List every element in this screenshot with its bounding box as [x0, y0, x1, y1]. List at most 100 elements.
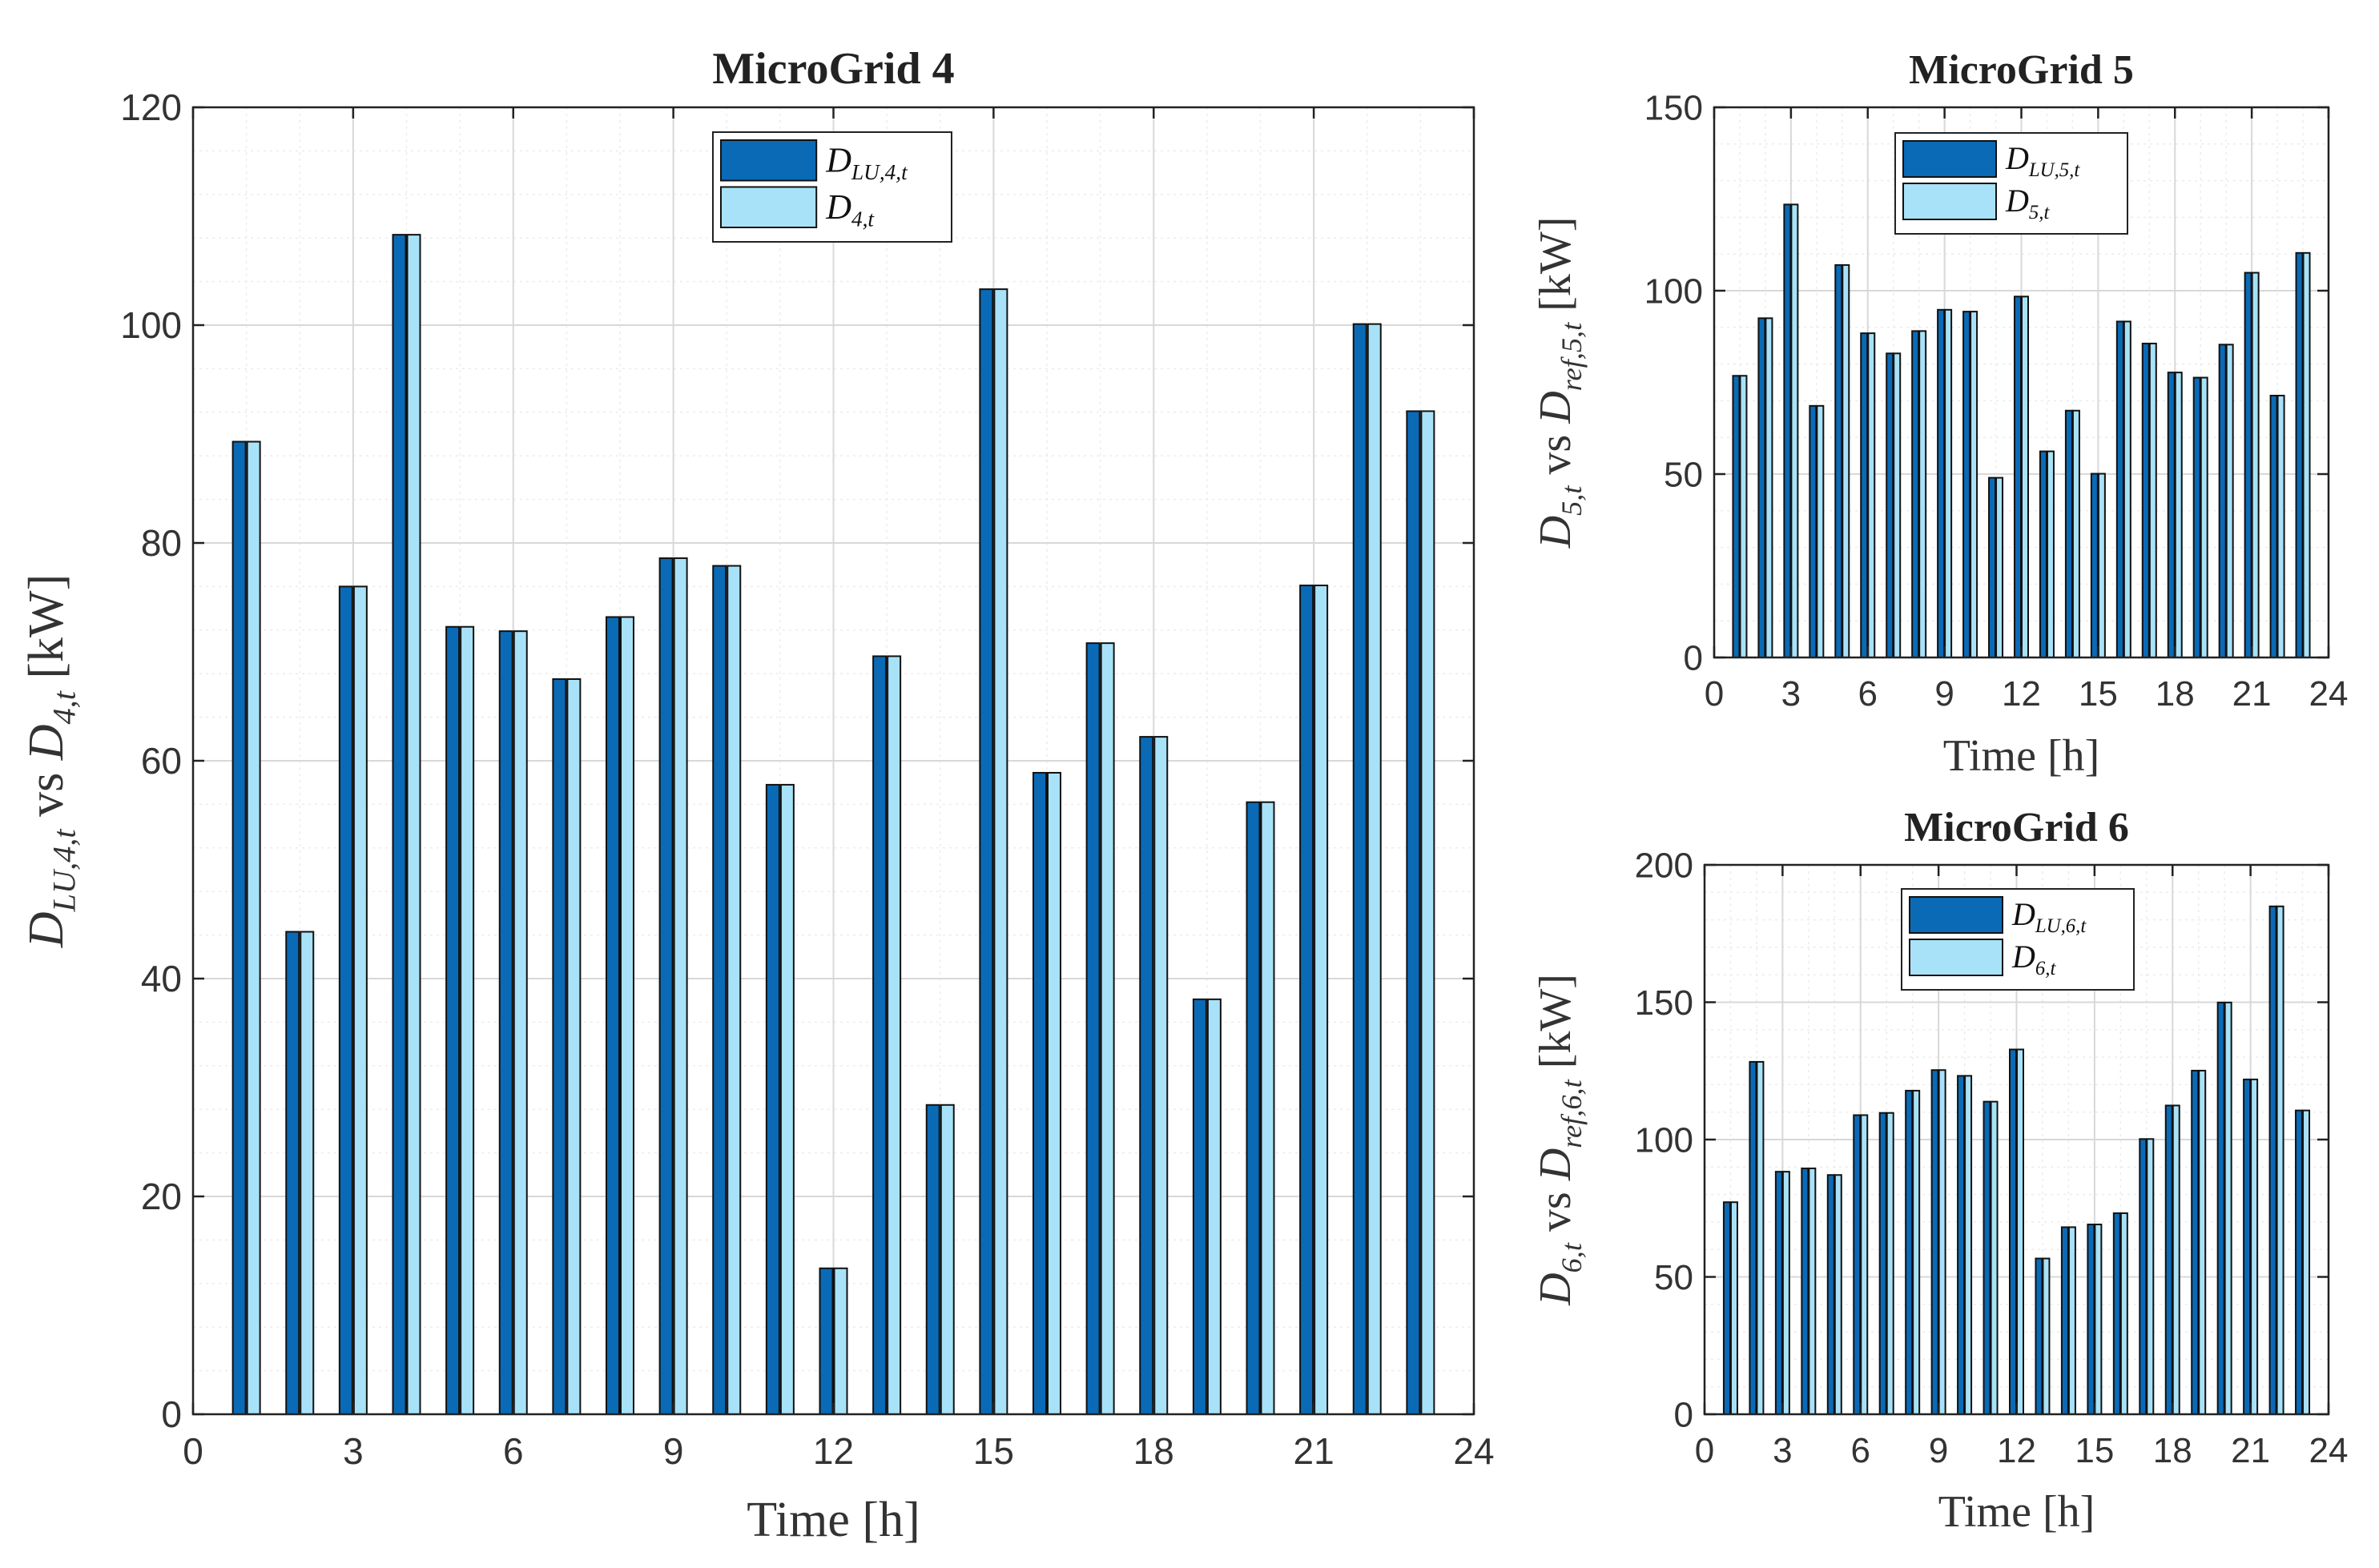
- bar-dark-h10: [712, 565, 727, 1415]
- x-tick-label: 6: [503, 1430, 524, 1472]
- bar-dark-h19: [1192, 998, 1207, 1415]
- bar-dark-h8: [1905, 1089, 1914, 1416]
- bar-light-h20: [2224, 1001, 2232, 1415]
- x-tick-label: 15: [973, 1430, 1014, 1472]
- bar-light-h4: [406, 234, 421, 1415]
- bar-light-h15: [2094, 1223, 2103, 1416]
- bar-dark-h13: [2039, 450, 2047, 658]
- bar-dark-h7: [1878, 1112, 1887, 1415]
- bar-dark-h16: [1033, 771, 1047, 1415]
- bar-light-h18: [2172, 1104, 2180, 1416]
- bar-dark-h14: [2064, 409, 2073, 658]
- bar-dark-h22: [2268, 905, 2277, 1415]
- bar-light-h13: [2046, 450, 2055, 658]
- bar-light-h8: [1912, 1089, 1921, 1416]
- bar-light-h14: [2071, 409, 2080, 658]
- x-tick-label: 3: [1773, 1431, 1792, 1470]
- x-axis-label: Time [h]: [1943, 731, 2100, 781]
- x-tick-label: 21: [2231, 1431, 2270, 1470]
- bar-dark-h13: [2035, 1257, 2043, 1416]
- bar-light-h12: [2016, 1048, 2024, 1415]
- x-tick-label: 6: [1858, 674, 1878, 714]
- bar-light-h21: [2251, 271, 2260, 658]
- bar-light-h23: [2302, 1109, 2311, 1415]
- bar-light-h20: [1260, 801, 1275, 1415]
- bar-dark-h19: [2192, 376, 2201, 658]
- chart-6: 0 3 6 9 12 15 18 21 24 0 50 100 150 200 MicroGrid 6 Tim…: [1531, 805, 2348, 1537]
- bar-dark-h22: [1352, 323, 1367, 1415]
- x-tick-label: 9: [1929, 1431, 1948, 1470]
- x-tick-label: 3: [1781, 674, 1801, 714]
- bar-dark-h23: [2295, 251, 2304, 658]
- bar-light-h9: [1944, 308, 1953, 658]
- x-tick-label: 0: [1705, 674, 1724, 714]
- bar-dark-h12: [2009, 1048, 2017, 1415]
- bar-light-h21: [1314, 585, 1329, 1415]
- bar-dark-h20: [1246, 801, 1261, 1415]
- chart-title: MicroGrid 6: [1904, 805, 2129, 850]
- legend-label: DLU,4,t: [825, 140, 908, 184]
- bar-dark-h11: [765, 783, 780, 1415]
- bar-light-h18: [1153, 736, 1169, 1415]
- y-tick-label: 100: [1635, 1120, 1693, 1160]
- bar-dark-h8: [606, 616, 620, 1415]
- bar-light-h5: [1842, 263, 1850, 658]
- x-tick-label: 15: [2079, 674, 2118, 714]
- bar-light-h2: [300, 931, 315, 1415]
- legend-label: D4,t: [825, 187, 875, 231]
- y-tick-label: 0: [161, 1393, 182, 1435]
- bar-light-h21: [2250, 1078, 2259, 1416]
- bar-dark-h17: [1085, 642, 1101, 1415]
- bar-light-h14: [940, 1104, 955, 1415]
- bar-dark-h17: [2141, 342, 2150, 658]
- bar-light-h1: [246, 440, 261, 1415]
- bar-light-h19: [1206, 998, 1222, 1415]
- bar-dark-h15: [2087, 1223, 2095, 1416]
- bar-light-h16: [2119, 1212, 2128, 1415]
- x-tick-label: 9: [663, 1430, 684, 1472]
- bar-dark-h14: [925, 1104, 940, 1415]
- y-axis-label: DLU,4,t vs D4,t [kW]: [19, 574, 83, 948]
- bar-dark-h6: [498, 630, 513, 1415]
- bar-light-h6: [513, 630, 528, 1415]
- bar-dark-h4: [1809, 404, 1817, 658]
- x-tick-label: 24: [2309, 1431, 2349, 1470]
- chart-title: MicroGrid 4: [712, 44, 954, 94]
- bar-light-h11: [1995, 476, 2004, 659]
- y-tick-label: 50: [1654, 1258, 1693, 1297]
- bar-dark-h15: [2090, 472, 2099, 658]
- bar-dark-h18: [1139, 736, 1154, 1415]
- bar-light-h20: [2225, 344, 2234, 658]
- bar-dark-h21: [2243, 1078, 2252, 1416]
- bar-dark-h5: [445, 625, 461, 1415]
- bar-light-h18: [2174, 372, 2183, 658]
- bar-light-h22: [2276, 905, 2284, 1415]
- bar-dark-h1: [231, 440, 247, 1415]
- bar-dark-h3: [1774, 1171, 1783, 1415]
- bar-dark-h6: [1860, 332, 1869, 658]
- x-tick-label: 12: [1997, 1431, 2036, 1470]
- bar-light-h1: [1729, 1201, 1738, 1415]
- x-axis-label: Time [h]: [1938, 1487, 2095, 1537]
- bar-dark-h9: [658, 557, 674, 1415]
- bar-light-h8: [620, 616, 634, 1415]
- x-tick-label: 0: [1695, 1431, 1714, 1470]
- legend-swatch-dark: [1909, 896, 2003, 934]
- bar-light-h19: [2200, 376, 2208, 658]
- legend-swatch-dark: [1902, 140, 1997, 178]
- bar-light-h10: [1964, 1075, 1973, 1415]
- x-tick-label: 18: [2153, 1431, 2192, 1470]
- bar-dark-h23: [2295, 1109, 2304, 1415]
- y-tick-label: 100: [120, 304, 182, 346]
- x-tick-label: 6: [1851, 1431, 1870, 1470]
- bar-light-h9: [1938, 1069, 1946, 1415]
- legend: DLU,5,tD5,t: [1894, 132, 2128, 235]
- legend-swatch-dark: [720, 139, 818, 182]
- bar-dark-h2: [1757, 317, 1766, 658]
- bar-light-h6: [1860, 1114, 1869, 1416]
- bar-light-h17: [1100, 642, 1115, 1415]
- y-tick-label: 80: [141, 522, 182, 564]
- x-tick-label: 12: [813, 1430, 854, 1472]
- bar-dark-h21: [2244, 271, 2252, 658]
- bar-dark-h23: [1406, 410, 1421, 1416]
